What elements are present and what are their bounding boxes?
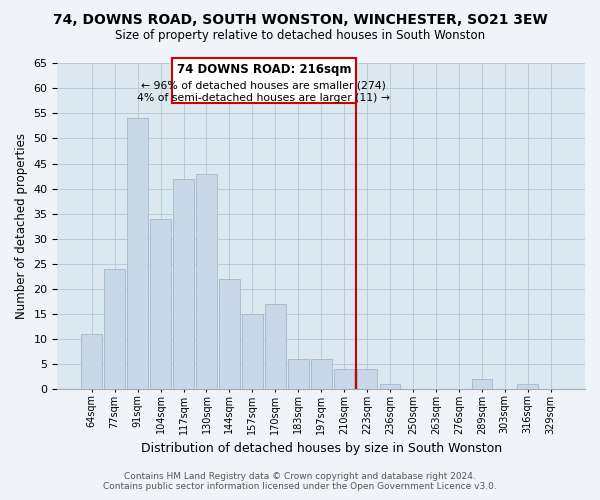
Bar (173, 178, 194, 388)
Text: Contains HM Land Registry data © Crown copyright and database right 2024.
Contai: Contains HM Land Registry data © Crown c… (103, 472, 497, 491)
Bar (265, 304, 286, 388)
Bar (380, 384, 400, 388)
Bar (196, 174, 217, 388)
Bar (242, 314, 263, 388)
Bar (104, 268, 125, 388)
Text: Size of property relative to detached houses in South Wonston: Size of property relative to detached ho… (115, 29, 485, 42)
Bar (219, 278, 240, 388)
Bar (517, 384, 538, 388)
Bar (150, 218, 171, 388)
Bar (357, 368, 377, 388)
Text: 4% of semi-detached houses are larger (11) →: 4% of semi-detached houses are larger (1… (137, 94, 391, 104)
Bar (472, 378, 492, 388)
Bar (311, 358, 332, 388)
Text: 74 DOWNS ROAD: 216sqm: 74 DOWNS ROAD: 216sqm (176, 63, 351, 76)
Text: 74, DOWNS ROAD, SOUTH WONSTON, WINCHESTER, SO21 3EW: 74, DOWNS ROAD, SOUTH WONSTON, WINCHESTE… (53, 12, 547, 26)
FancyBboxPatch shape (172, 58, 356, 104)
Bar (334, 368, 355, 388)
Bar (288, 358, 308, 388)
Bar (127, 118, 148, 388)
X-axis label: Distribution of detached houses by size in South Wonston: Distribution of detached houses by size … (140, 442, 502, 455)
Text: ← 96% of detached houses are smaller (274): ← 96% of detached houses are smaller (27… (142, 81, 386, 91)
Bar (82, 334, 102, 388)
Y-axis label: Number of detached properties: Number of detached properties (15, 133, 28, 319)
